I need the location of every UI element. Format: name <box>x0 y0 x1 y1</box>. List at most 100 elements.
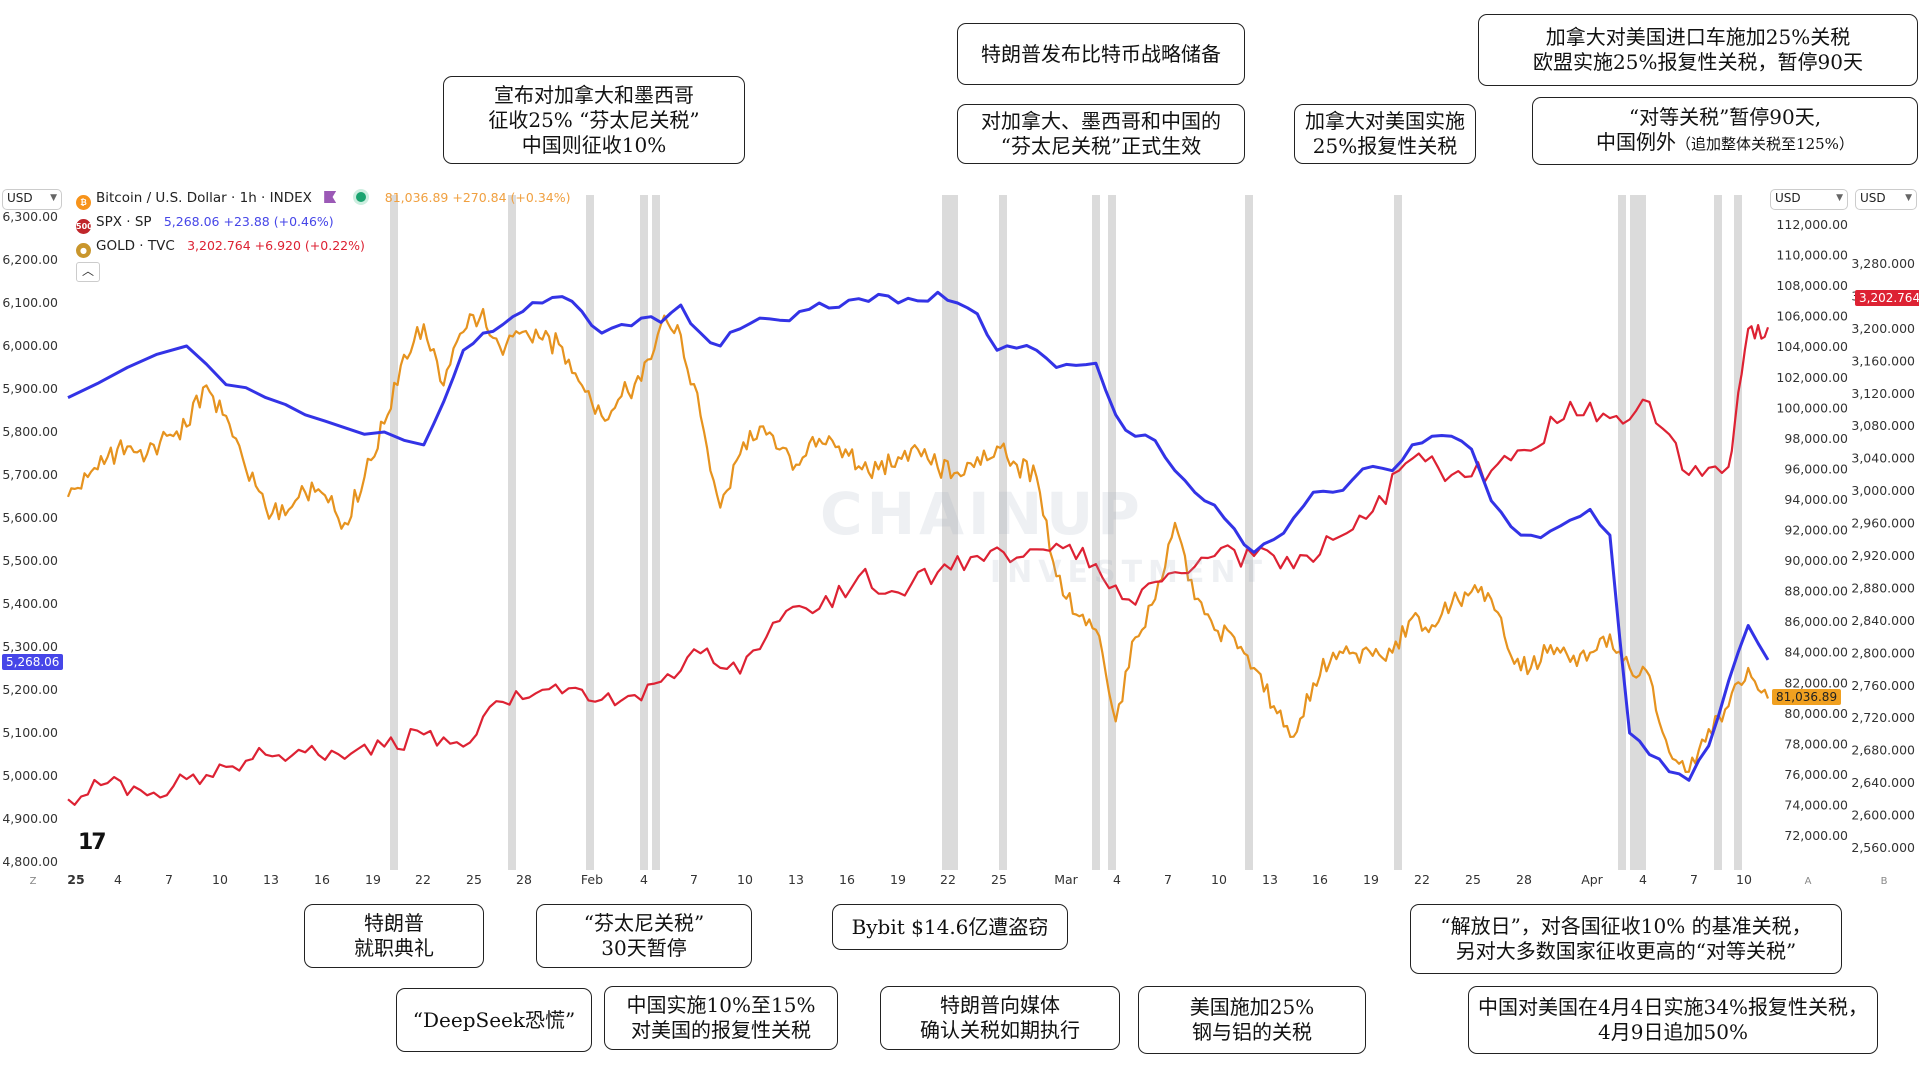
annotation-tariff-announce: 宣布对加拿大和墨西哥 征收25% “芬太尼关税” 中国则征收10% <box>443 76 745 164</box>
axis-tick-label: 96,000.00 <box>1784 461 1848 476</box>
event-marker-band <box>1108 195 1116 870</box>
axis-tick-label: 6,200.00 <box>2 252 58 267</box>
chevron-up-icon[interactable]: ︿ <box>76 262 100 282</box>
x-axis-tick-label: 10 <box>212 872 228 887</box>
x-axis-tick-label: 10 <box>737 872 753 887</box>
axis-tick-label: 110,000.00 <box>1776 248 1848 263</box>
gold-title: GOLD · TVC <box>96 238 175 254</box>
btc-title: Bitcoin / U.S. Dollar · 1h · INDEX <box>96 190 312 206</box>
annotation-line: 30天暂停 <box>601 936 687 960</box>
x-axis-tick-label: Mar <box>1054 872 1078 887</box>
spx-title: SPX · SP <box>96 214 152 230</box>
x-axis-tick-label: 25 <box>466 872 482 887</box>
event-marker-band <box>1638 195 1646 870</box>
currency-select-gold[interactable]: USD ▼ <box>1855 189 1917 210</box>
bitcoin-icon: ₿ <box>76 195 91 210</box>
axis-tick-label: 76,000.00 <box>1784 767 1848 782</box>
event-marker-band <box>1092 195 1100 870</box>
x-axis-tick-label: 13 <box>263 872 279 887</box>
annotation-line: “芬太尼关税” <box>583 911 705 935</box>
spx-icon: 500 <box>76 219 93 234</box>
event-marker-band <box>950 195 958 870</box>
axis-tick-label: 100,000.00 <box>1776 400 1848 415</box>
currency-select-left[interactable]: USD ▼ <box>2 189 62 210</box>
axis-tick-label: 88,000.00 <box>1784 584 1848 599</box>
event-marker-band <box>508 195 516 870</box>
axis-tick-label: 5,100.00 <box>2 725 58 740</box>
annotation-fentanyl-effective: 对加拿大、墨西哥和中国的 “芬太尼关税”正式生效 <box>957 104 1245 164</box>
x-axis-tick-label: 7 <box>165 872 173 887</box>
annotation-line: “解放日”，对各国征收10% 的基准关税， <box>1440 914 1812 938</box>
axis-tick-label: 2,560.000 <box>1851 840 1915 855</box>
annotation-line: “对等关税”暂停90天, <box>1628 105 1822 129</box>
axis-tick-label: 5,800.00 <box>2 424 58 439</box>
spx-quote: 5,268.06 +23.88 (+0.46%) <box>163 214 334 229</box>
series-line-gold <box>67 324 1770 806</box>
axis-tick-label: 98,000.00 <box>1784 431 1848 446</box>
axis-tick-label: 3,280.000 <box>1851 256 1915 271</box>
gold-icon: ● <box>76 243 91 258</box>
event-marker-band <box>1734 195 1742 870</box>
x-axis-tick-label: 4 <box>1113 872 1121 887</box>
status-dot <box>356 192 367 202</box>
event-marker-band <box>1245 195 1253 870</box>
event-marker-band <box>999 195 1007 870</box>
series-line-btc <box>66 307 1770 773</box>
annotation-line: 就职典礼 <box>354 936 434 960</box>
axis-tick-label: 5,700.00 <box>2 467 58 482</box>
x-axis-tick-label: 25 <box>991 872 1007 887</box>
annotation-line: 加拿大对美国实施 <box>1305 109 1465 133</box>
annotation-line: 欧盟实施25%报复性关税，暂停90天 <box>1533 50 1863 74</box>
annotation-line: 对加拿大、墨西哥和中国的 <box>981 109 1221 133</box>
tradingview-logo: 𝟭𝟳 <box>78 830 107 855</box>
x-axis-tick-label: 19 <box>890 872 906 887</box>
x-axis-tick-label: 22 <box>940 872 956 887</box>
annotation-inauguration: 特朗普 就职典礼 <box>304 904 484 968</box>
axis-tick-label: 90,000.00 <box>1784 553 1848 568</box>
axis-tick-label: 6,000.00 <box>2 338 58 353</box>
x-axis-tick-label: 25 <box>67 872 84 887</box>
axis-tick-label: 106,000.00 <box>1776 309 1848 324</box>
event-marker-band <box>586 195 594 870</box>
x-axis-tick-label: 4 <box>1639 872 1647 887</box>
axis-tick-label: 3,040.000 <box>1851 451 1915 466</box>
annotation-line: 美国施加25% <box>1189 995 1315 1019</box>
annotation-line: 特朗普发布比特币战略储备 <box>981 41 1221 66</box>
flag-icon[interactable] <box>324 191 337 203</box>
annotation-trump-media: 特朗普向媒体 确认关税如期执行 <box>880 986 1120 1050</box>
series-line-spx <box>67 290 1770 782</box>
axis-tick-label: 102,000.00 <box>1776 370 1848 385</box>
event-marker-band <box>652 195 660 870</box>
annotation-line: 4月9日追加50% <box>1598 1020 1748 1044</box>
axis-tick-label: 3,160.000 <box>1851 353 1915 368</box>
annotation-line: 25%报复性关税 <box>1312 134 1458 158</box>
axis-tick-label: 84,000.00 <box>1784 645 1848 660</box>
x-axis-tick-label: 19 <box>365 872 381 887</box>
x-axis-tick-label: 10 <box>1736 872 1752 887</box>
annotation-line: 中国对美国在4月4日实施34%报复性关税， <box>1478 995 1868 1019</box>
annotation-line: 中国例外（追加整体关税至125%） <box>1596 130 1854 154</box>
annotation-liberation-day: “解放日”，对各国征收10% 的基准关税， 另对大多数国家征收更高的“对等关税” <box>1410 904 1842 974</box>
chevron-down-icon: ▼ <box>50 193 57 203</box>
axis-tick-label: 2,840.000 <box>1851 613 1915 628</box>
axis-tick-label: 2,720.000 <box>1851 710 1915 725</box>
x-axis-tick-label: 7 <box>1164 872 1172 887</box>
axis-tick-label: 74,000.00 <box>1784 797 1848 812</box>
annotation-auto-tariff: 加拿大对美国进口车施加25%关税 欧盟实施25%报复性关税，暂停90天 <box>1478 14 1918 86</box>
watermark-subtext: INVESTMENT <box>990 555 1268 590</box>
x-axis-tick-label: Feb <box>581 872 603 887</box>
gold-quote: 3,202.764 +6.920 (+0.22%) <box>187 238 365 253</box>
axis-tick-label: 108,000.00 <box>1776 278 1848 293</box>
annotation-line: “芬太尼关税”正式生效 <box>1000 134 1202 158</box>
axis-tick-label: 72,000.00 <box>1784 828 1848 843</box>
x-axis-tick-label: 4 <box>640 872 648 887</box>
axis-tick-label: 2,800.000 <box>1851 645 1915 660</box>
axis-tick-label: 104,000.00 <box>1776 339 1848 354</box>
btc-quote: 81,036.89 +270.84 (+0.34%) <box>384 190 571 205</box>
annotation-steel-tariff: 美国施加25% 钢与铝的关税 <box>1138 986 1366 1054</box>
currency-select-btc[interactable]: USD ▼ <box>1770 189 1848 210</box>
axis-tick-label: 5,900.00 <box>2 381 58 396</box>
axis-tick-label: 5,200.00 <box>2 682 58 697</box>
axis-letter-right2: B <box>1881 876 1888 887</box>
